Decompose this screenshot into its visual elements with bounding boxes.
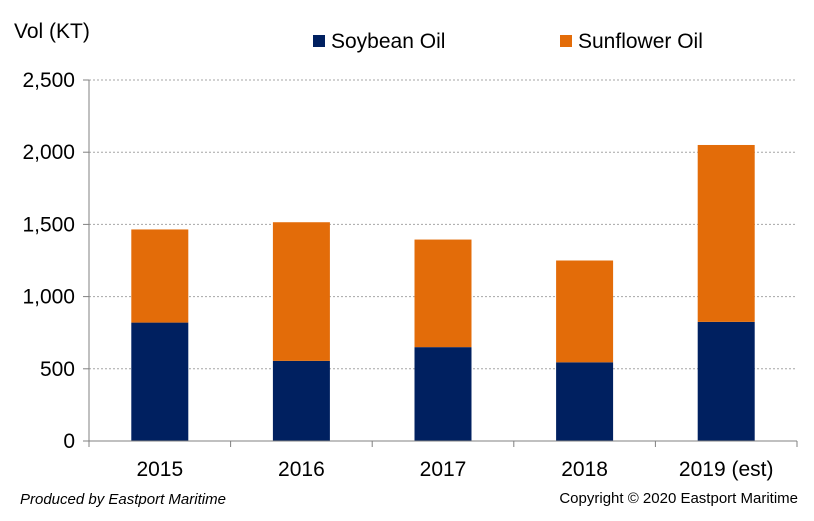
- bar-sunflower-oil: [556, 260, 614, 363]
- x-tick-label: 2015: [136, 458, 183, 481]
- y-tick-label: 2,000: [22, 141, 75, 164]
- axes: 0 500 1,000 1,500 2,000 2,500 2015 2016 2017 2018…: [22, 69, 798, 481]
- bars: [131, 144, 755, 441]
- bar-soybean-oil: [414, 347, 472, 441]
- y-tick-label: 500: [40, 358, 75, 381]
- x-tick-label: 2018: [561, 458, 608, 481]
- legend-swatch-soybean-oil: [313, 35, 325, 47]
- bar-soybean-oil: [131, 322, 189, 441]
- x-tick-label: 2016: [278, 458, 325, 481]
- y-tick-label: 1,000: [22, 286, 75, 309]
- y-tick-label: 2,500: [22, 69, 75, 92]
- y-axis-label: Vol (KT): [14, 20, 90, 43]
- bar-sunflower-oil: [131, 229, 189, 323]
- bar-sunflower-oil: [272, 222, 330, 361]
- bar-soybean-oil: [697, 321, 755, 441]
- y-tick-label: 0: [63, 430, 75, 453]
- credit-text: Produced by Eastport Maritime: [20, 491, 226, 508]
- bar-sunflower-oil: [414, 239, 472, 348]
- x-tick-label: 2017: [420, 458, 467, 481]
- copyright-text: Copyright © 2020 Eastport Maritime: [559, 490, 798, 507]
- y-tick-label: 1,500: [22, 213, 75, 236]
- bar-soybean-oil: [556, 362, 614, 441]
- legend-label: Sunflower Oil: [578, 30, 703, 53]
- bar-soybean-oil: [272, 360, 330, 441]
- legend-label: Soybean Oil: [331, 30, 445, 53]
- legend: Soybean Oil Sunflower Oil: [313, 30, 703, 53]
- x-tick-label: 2019 (est): [679, 458, 774, 481]
- bar-sunflower-oil: [697, 144, 755, 322]
- legend-swatch-sunflower-oil: [560, 35, 572, 47]
- grid-lines: [89, 79, 797, 370]
